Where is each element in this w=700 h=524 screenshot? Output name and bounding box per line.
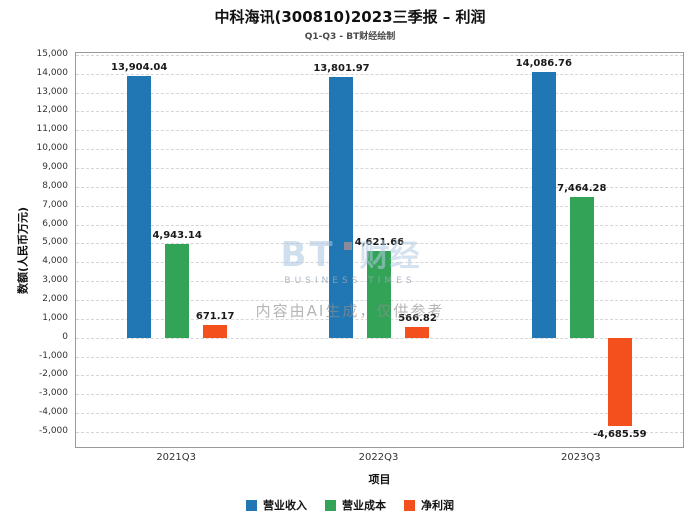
bar-value-label: 7,464.28 — [557, 182, 607, 194]
gridline — [76, 73, 683, 75]
bar-value-label: 13,904.04 — [111, 61, 168, 73]
gridline — [76, 186, 683, 188]
gridline — [76, 130, 683, 132]
x-tick-label: 2021Q3 — [156, 452, 196, 463]
y-tick-label: 1,000 — [42, 312, 68, 323]
y-tick-label: 6,000 — [42, 218, 68, 229]
x-tick-label: 2023Q3 — [560, 452, 601, 463]
x-axis-label: 项目 — [368, 473, 391, 486]
bar-value-label: 4,621.66 — [354, 236, 405, 248]
legend-label: 营业收入 — [263, 499, 307, 512]
y-tick-label: 3,000 — [42, 275, 68, 286]
bar-group: 13,801.97 4,621.66 566.82 — [278, 53, 480, 447]
legend-swatch — [325, 499, 336, 511]
bar-营业成本-2021Q3 — [165, 244, 190, 338]
bar-value-label: 4,943.14 — [152, 230, 202, 242]
legend-item-营业成本: 营业成本 — [325, 497, 386, 513]
bar-value-label: 14,086.76 — [515, 58, 572, 70]
gridline — [76, 167, 683, 169]
bar-净利润-2022Q3 — [405, 326, 430, 338]
y-tick-label: -1,000 — [38, 350, 68, 361]
y-tick-label: -3,000 — [38, 388, 68, 399]
gridline — [76, 356, 683, 358]
bar-value-label: 13,801.97 — [313, 63, 370, 75]
gridline — [76, 413, 683, 415]
y-tick-label: 8,000 — [42, 180, 68, 191]
gridline — [76, 224, 683, 226]
y-tick-label: 11,000 — [36, 124, 69, 135]
y-tick-label: 14,000 — [36, 67, 69, 78]
y-tick-label: 7,000 — [42, 199, 68, 210]
bar-营业收入-2023Q3 — [531, 72, 556, 338]
bar-value-label: 566.82 — [398, 312, 437, 324]
gridline — [76, 149, 683, 151]
y-tick-label: -4,000 — [38, 407, 68, 418]
chart-subtitle: Q1-Q3 - BT财经绘制 — [304, 32, 396, 42]
gridline — [76, 54, 683, 56]
y-tick-label: 0 — [62, 331, 68, 342]
gridline — [76, 92, 683, 94]
plot-area: 13,904.04 4,943.14 671.17 13,801.97 4,621.66… — [75, 52, 684, 448]
y-tick-label: -5,000 — [38, 425, 68, 436]
bar-净利润-2023Q3 — [607, 337, 632, 426]
y-tick-label: 2,000 — [42, 293, 68, 304]
bar-group: 13,904.04 4,943.14 671.17 — [76, 53, 278, 447]
y-tick-label: -2,000 — [38, 369, 68, 380]
gridline — [76, 337, 683, 339]
bar-value-label: 671.17 — [195, 311, 235, 322]
bar-营业收入-2022Q3 — [329, 77, 354, 338]
legend-swatch — [404, 499, 415, 511]
x-tick-label: 2022Q3 — [358, 452, 399, 463]
legend: 营业收入 营业成本 净利润 — [0, 497, 700, 513]
gridline — [76, 431, 683, 433]
legend-swatch — [246, 499, 257, 511]
bar-营业收入-2021Q3 — [127, 75, 152, 338]
gridline — [76, 111, 683, 113]
y-tick-label: 12,000 — [36, 105, 69, 116]
gridline — [76, 394, 683, 396]
y-tick-label: 5,000 — [42, 237, 68, 248]
gridline — [76, 375, 683, 377]
legend-label: 营业成本 — [342, 499, 386, 512]
y-tick-label: 4,000 — [42, 256, 68, 267]
y-tick-label: 10,000 — [36, 143, 69, 154]
y-tick-label: 13,000 — [36, 86, 69, 97]
chart-title: 中科海讯(300810)2023三季报 – 利润 — [214, 8, 486, 26]
gridline — [76, 205, 683, 207]
bar-营业成本-2023Q3 — [569, 196, 594, 338]
bar-净利润-2021Q3 — [203, 325, 228, 338]
bar-value-label: -4,685.59 — [593, 428, 647, 440]
legend-label: 净利润 — [421, 499, 454, 512]
bar-group: 14,086.76 7,464.28 -4,685.59 — [481, 53, 683, 447]
y-tick-label: 9,000 — [42, 161, 68, 172]
y-tick-label: 15,000 — [36, 48, 69, 59]
bar-营业成本-2022Q3 — [367, 250, 392, 338]
legend-item-净利润: 净利润 — [404, 497, 454, 513]
gridline — [76, 243, 683, 245]
legend-item-营业收入: 营业收入 — [246, 497, 307, 513]
